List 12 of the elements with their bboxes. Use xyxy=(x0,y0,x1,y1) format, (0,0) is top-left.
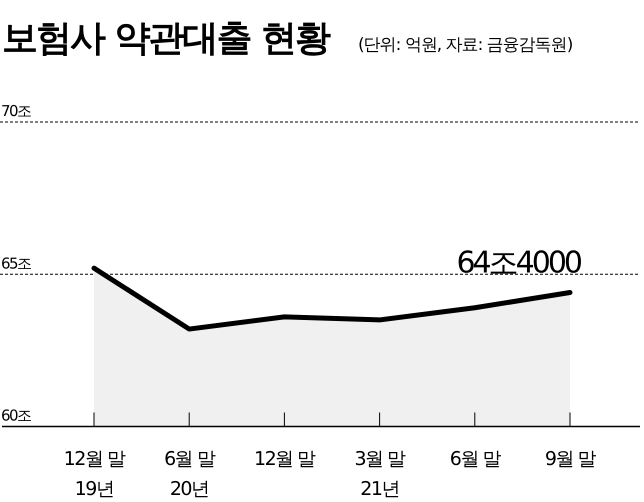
x-tick-label: 6월 말 xyxy=(450,448,502,470)
y-tick-label: 60조 xyxy=(1,406,32,424)
chart-subtitle: (단위: 억원, 자료: 금융감독원) xyxy=(358,35,573,55)
x-tick-label: 6월 말 20년 xyxy=(164,448,216,500)
x-tick-label: 3월 말 21년 xyxy=(354,448,406,500)
y-tick-label: 70조 xyxy=(1,102,32,120)
chart-title: 보험사 약관대출 현황 xyxy=(2,18,332,59)
x-tick-label: 9월 말 xyxy=(544,448,597,470)
y-tick-label: 65조 xyxy=(1,254,32,272)
data-label: 64조4000 xyxy=(456,246,582,281)
x-tick-label: 12월 말 19년 xyxy=(64,448,126,500)
x-tick-label: 12월 말 xyxy=(254,448,316,470)
